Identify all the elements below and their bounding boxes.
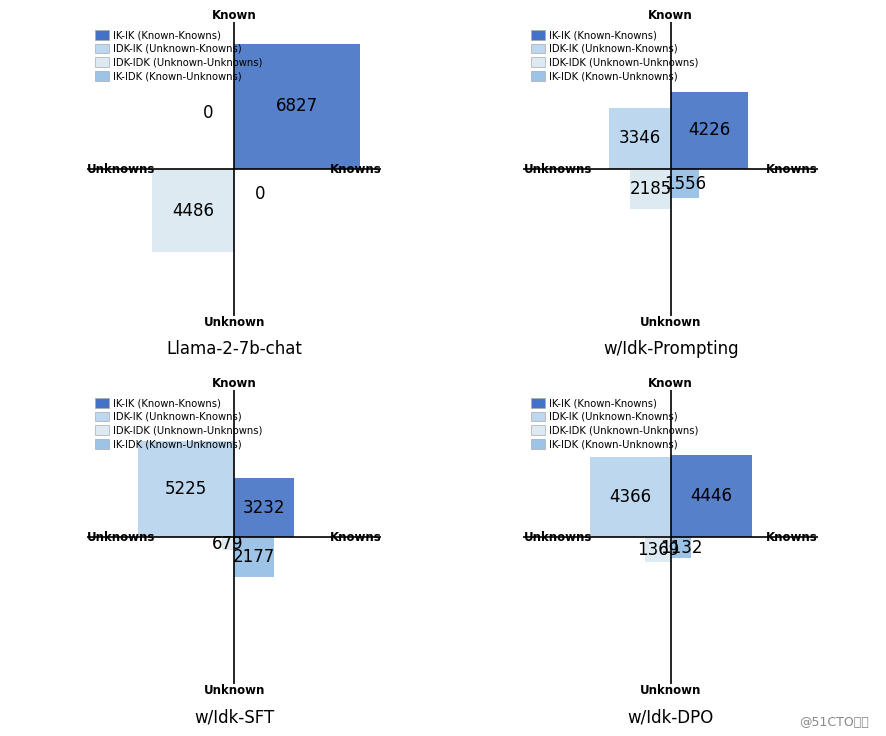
Text: 4226: 4226 [688,121,730,139]
Text: 2177: 2177 [233,548,275,566]
Text: Known: Known [648,377,692,390]
Text: Known: Known [212,377,256,390]
Bar [234,43,360,169]
Text: 0: 0 [202,104,213,121]
Text: Known: Known [212,9,256,22]
Text: 1132: 1132 [659,539,702,556]
Text: Knowns: Knowns [330,163,381,176]
Bar [630,169,670,210]
Text: 5225: 5225 [165,480,207,498]
Text: Unknowns: Unknowns [523,531,591,544]
Text: Llama-2-7b-chat: Llama-2-7b-chat [166,340,302,358]
Legend: IK-IK (Known-Knowns), IDK-IK (Unknown-Knowns), IDK-IDK (Unknown-Unknowns), IK-ID: IK-IK (Known-Knowns), IDK-IK (Unknown-Kn… [528,395,701,453]
Bar [222,537,234,550]
Text: Unknowns: Unknowns [87,531,155,544]
Legend: IK-IK (Known-Knowns), IDK-IK (Unknown-Knowns), IDK-IDK (Unknown-Unknowns), IK-ID: IK-IK (Known-Knowns), IDK-IK (Unknown-Kn… [528,27,701,85]
Text: Unknown: Unknown [639,316,701,330]
Bar [589,457,670,537]
Text: 679: 679 [212,534,244,553]
Text: w/Idk-SFT: w/Idk-SFT [194,708,274,726]
Text: 4486: 4486 [172,202,214,219]
Text: Unknown: Unknown [639,684,701,698]
Bar [234,537,274,577]
Text: Knowns: Knowns [766,531,817,544]
Text: Unknown: Unknown [203,316,265,330]
Bar [609,107,670,169]
Text: w/Idk-DPO: w/Idk-DPO [626,708,713,726]
Text: Known: Known [648,9,692,22]
Text: 6827: 6827 [276,97,318,116]
Bar [152,169,234,252]
Text: Knowns: Knowns [330,531,381,544]
Bar [670,537,691,558]
Bar [670,91,748,169]
Text: Knowns: Knowns [766,163,817,176]
Text: @51CTO博客: @51CTO博客 [798,715,868,729]
Text: Unknowns: Unknowns [523,163,591,176]
Legend: IK-IK (Known-Knowns), IDK-IK (Unknown-Knowns), IDK-IDK (Unknown-Unknowns), IK-ID: IK-IK (Known-Knowns), IDK-IK (Unknown-Kn… [92,395,265,453]
Bar [234,478,293,537]
Text: 2185: 2185 [629,180,671,199]
Bar [138,441,234,537]
Bar [670,456,751,537]
Text: 3232: 3232 [243,498,284,517]
Text: w/Idk-Prompting: w/Idk-Prompting [602,340,737,358]
Text: Unknown: Unknown [203,684,265,698]
Text: 1556: 1556 [663,174,705,193]
Text: 3346: 3346 [618,130,660,147]
Legend: IK-IK (Known-Knowns), IDK-IK (Unknown-Knowns), IDK-IDK (Unknown-Unknowns), IK-ID: IK-IK (Known-Knowns), IDK-IK (Unknown-Kn… [92,27,265,85]
Text: 0: 0 [255,185,266,203]
Text: 4446: 4446 [689,487,732,506]
Text: Unknowns: Unknowns [87,163,155,176]
Bar [670,169,698,198]
Text: 4366: 4366 [609,488,651,506]
Bar [645,537,670,562]
Text: 1369: 1369 [636,541,679,559]
